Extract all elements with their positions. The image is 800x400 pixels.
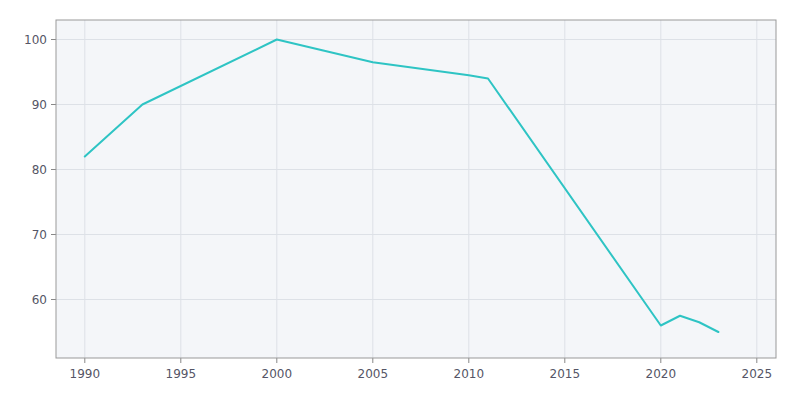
x-grid-line (276, 20, 277, 358)
y-grid-line (56, 39, 776, 40)
y-grid-line (56, 234, 776, 235)
grid (56, 20, 776, 358)
x-tick-label: 2015 (550, 367, 581, 381)
y-tick-label: 80 (32, 163, 47, 177)
data-line (85, 40, 719, 333)
x-tick (372, 358, 373, 363)
y-tick (51, 39, 56, 40)
y-tick (51, 234, 56, 235)
x-tick-label: 2010 (454, 367, 485, 381)
x-tick (84, 358, 85, 363)
y-tick (51, 169, 56, 170)
x-tick-label: 2000 (262, 367, 293, 381)
chart-svg: 1990 1995 2000 2005 2010 2015 2020 2025 60 70 80 90… (0, 0, 800, 400)
y-grid-line (56, 299, 776, 300)
y-tick-label: 70 (32, 228, 47, 242)
x-tick (180, 358, 181, 363)
y-tick-label: 100 (24, 33, 47, 47)
plot-background (56, 20, 776, 358)
x-tick-label: 1990 (70, 367, 101, 381)
y-grid-line (56, 104, 776, 105)
y-tick-label: 60 (32, 293, 47, 307)
x-grid-line (84, 20, 85, 358)
x-tick (564, 358, 565, 363)
x-grid-line (468, 20, 469, 358)
x-tick (756, 358, 757, 363)
x-tick-label: 2005 (358, 367, 389, 381)
x-grid-line (372, 20, 373, 358)
x-tick-label: 2025 (742, 367, 773, 381)
chart-container: 1990 1995 2000 2005 2010 2015 2020 2025 60 70 80 90… (0, 0, 800, 400)
y-tick-label: 90 (32, 98, 47, 112)
x-tick (660, 358, 661, 363)
plot-frame (56, 20, 776, 358)
axes: 1990 1995 2000 2005 2010 2015 2020 2025 60 70 80 90… (24, 20, 776, 381)
x-grid-line (756, 20, 757, 358)
x-tick (468, 358, 469, 363)
y-grid-line (56, 169, 776, 170)
data-layer (85, 40, 719, 333)
y-tick (51, 299, 56, 300)
x-grid-line (660, 20, 661, 358)
y-tick (51, 104, 56, 105)
x-tick (276, 358, 277, 363)
x-tick-label: 1995 (166, 367, 197, 381)
x-grid-line (180, 20, 181, 358)
x-tick-label: 2020 (646, 367, 677, 381)
